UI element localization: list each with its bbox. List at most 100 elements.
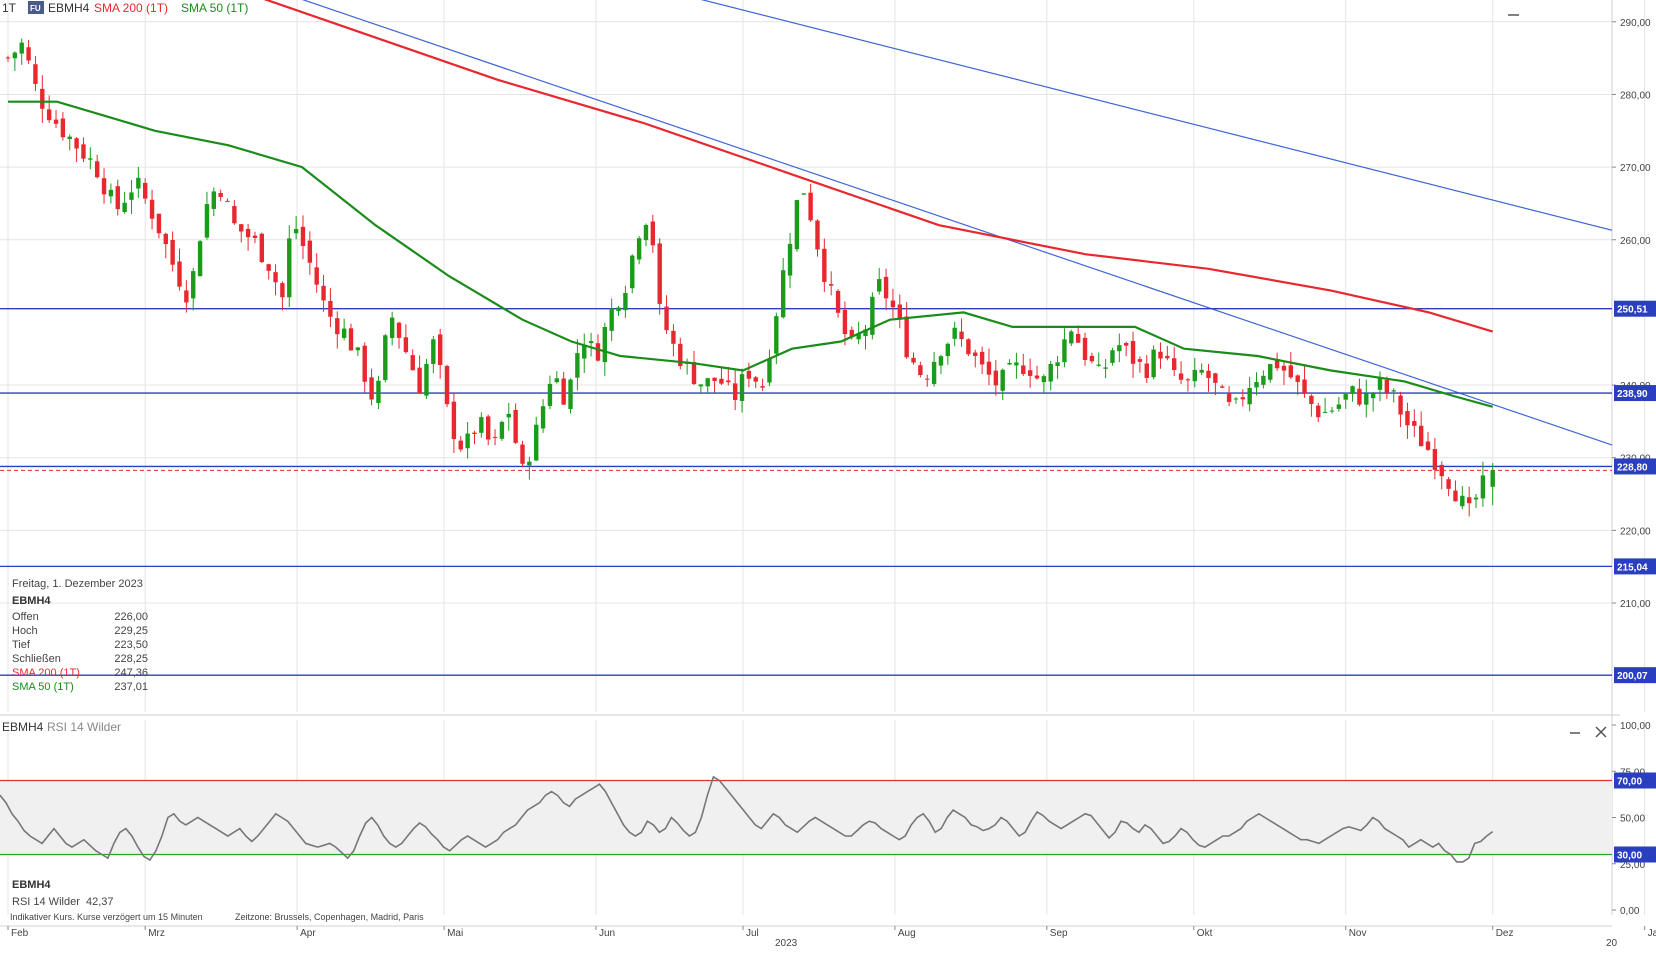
rsi-title-indicator[interactable]: RSI 14 Wilder — [47, 720, 121, 734]
candle-body — [19, 42, 24, 54]
candle — [129, 179, 134, 214]
price-tag-box — [1614, 667, 1656, 684]
candle-body — [822, 248, 827, 282]
candle — [1439, 461, 1444, 490]
candle — [1240, 389, 1245, 407]
time-axis-label: Nov — [1349, 928, 1367, 939]
candle — [335, 311, 340, 349]
candle — [191, 267, 196, 311]
candle — [1309, 394, 1314, 417]
candle — [890, 288, 896, 319]
candle — [431, 335, 436, 374]
candle — [575, 339, 580, 391]
candle — [986, 348, 992, 386]
candle — [46, 95, 52, 123]
candle — [1034, 365, 1040, 380]
price-tag-layer: 250,51 238,90 228,80 215,04 200,07 — [1614, 300, 1656, 684]
price-tag-label: 215,04 — [1617, 562, 1648, 573]
candle-body — [520, 444, 525, 464]
candle-body — [554, 378, 559, 383]
rsi-info-value: 42,37 — [86, 896, 114, 908]
symbol-badge — [28, 1, 44, 14]
candle-body — [1418, 425, 1424, 447]
candle — [1432, 437, 1438, 480]
candle — [33, 56, 38, 92]
candle — [938, 354, 944, 375]
candle-body — [204, 204, 210, 238]
candle-body — [492, 436, 498, 438]
candle-body — [1069, 331, 1074, 344]
grid-layer — [0, 0, 1646, 915]
candle — [636, 236, 642, 265]
candle — [925, 374, 930, 387]
candle — [678, 337, 683, 370]
candle — [1295, 374, 1300, 395]
candle — [328, 288, 333, 328]
candle — [348, 323, 354, 351]
candle — [1329, 406, 1335, 414]
candle-body — [568, 379, 573, 410]
candle — [108, 183, 114, 204]
candle-body — [616, 307, 621, 312]
candle-body — [355, 347, 361, 351]
sma50-legend[interactable]: SMA 50 (1T) — [181, 1, 248, 15]
rsi-close-icon[interactable] — [1595, 726, 1607, 738]
candle-body — [966, 339, 971, 355]
candle-body — [1370, 393, 1376, 399]
candle — [726, 366, 731, 386]
candle-body — [650, 221, 656, 246]
candle-body — [232, 205, 237, 224]
rsi-level-tag: 30,00 — [1614, 846, 1656, 863]
candle — [1357, 378, 1362, 407]
candle — [287, 225, 292, 308]
candle-body — [348, 328, 354, 351]
symbol-label[interactable]: EBMH4 — [48, 1, 90, 15]
candle-body — [712, 377, 717, 381]
candle-body — [877, 279, 882, 292]
candle-body — [300, 226, 306, 246]
footer: Indikativer Kurs. Kurse verzögert um 15 … — [10, 912, 424, 922]
candle-body — [170, 240, 175, 265]
rsi-axis-tick-label: 100,00 — [1620, 721, 1651, 732]
candle — [527, 456, 532, 480]
candle-body — [177, 261, 182, 287]
candle — [149, 189, 155, 230]
candle-body — [1213, 373, 1218, 383]
sma200-legend[interactable]: SMA 200 (1T) — [94, 1, 168, 15]
candle — [40, 75, 45, 123]
candle — [479, 412, 484, 438]
candle — [801, 193, 806, 195]
candle-body — [1041, 376, 1047, 383]
price-tag-box — [1614, 300, 1656, 317]
candle-body — [973, 352, 978, 356]
interval-label[interactable]: 1T — [2, 1, 17, 15]
candle-body — [1473, 497, 1479, 500]
time-axis-label: Mai — [447, 928, 463, 939]
candle — [911, 352, 916, 365]
candle — [437, 328, 443, 379]
candle-body — [1405, 411, 1410, 426]
rsi-title-symbol[interactable]: EBMH4 — [2, 720, 44, 734]
candle-body — [479, 417, 484, 433]
candle-body — [698, 384, 704, 387]
candle-body — [101, 178, 107, 195]
candle-body — [732, 383, 738, 401]
candle-body — [1082, 337, 1088, 361]
candle — [719, 367, 724, 385]
price-tag-label: 238,90 — [1617, 389, 1648, 400]
candle — [1014, 352, 1019, 379]
candle-body — [1144, 363, 1149, 378]
candle-body — [1377, 376, 1383, 390]
rsi-level-tag-box — [1614, 846, 1656, 863]
candle — [1274, 352, 1280, 371]
candle-body — [396, 322, 402, 338]
candle-body — [623, 293, 628, 311]
time-axis-label: Feb — [11, 928, 29, 939]
candle-body — [1178, 373, 1184, 380]
candle — [156, 213, 162, 239]
candle-body — [444, 365, 450, 405]
candle-body — [1014, 362, 1019, 366]
candle-body — [259, 233, 265, 263]
candle — [993, 360, 999, 396]
candle-body — [1021, 365, 1026, 374]
